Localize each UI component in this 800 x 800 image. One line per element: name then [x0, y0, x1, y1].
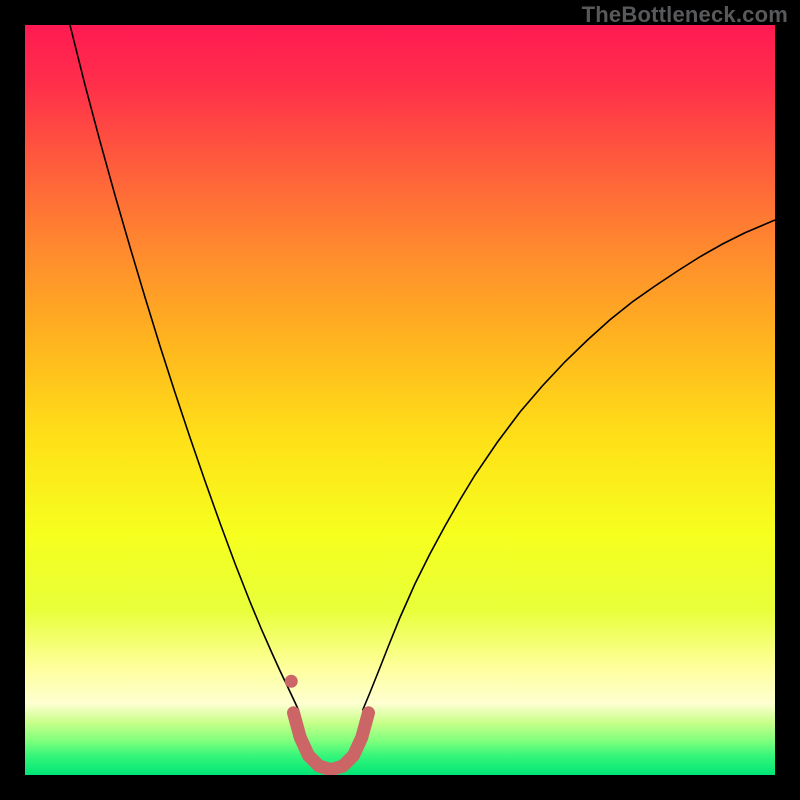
- bottleneck-curve-chart: [25, 25, 775, 775]
- chart-frame: TheBottleneck.com: [0, 0, 800, 800]
- gradient-background: [25, 25, 775, 775]
- detached-marker-dot: [285, 675, 298, 688]
- plot-area: [25, 25, 775, 775]
